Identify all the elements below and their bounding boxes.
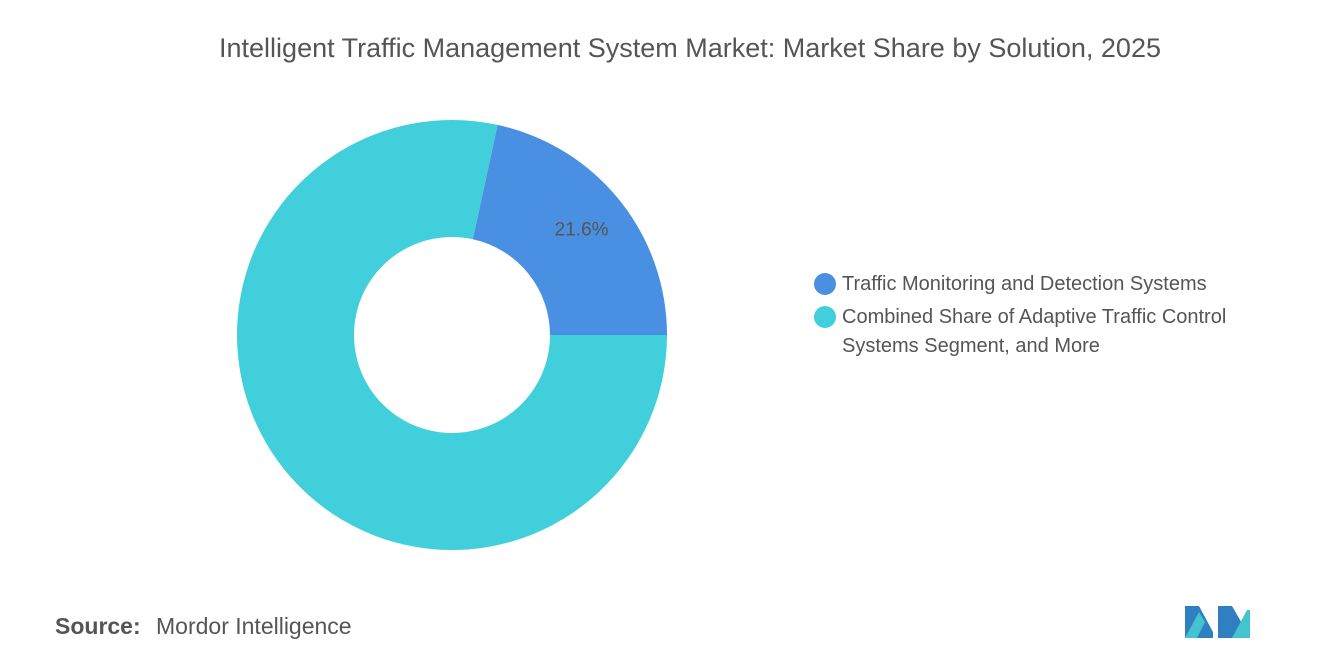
chart-title: Intelligent Traffic Management System Ma… xyxy=(219,33,1161,63)
source: Mordor Intelligence xyxy=(156,613,352,639)
legend-label: Traffic Monitoring and Detection Systems xyxy=(842,273,1207,295)
legend-item: Combined Share of Adaptive Traffic Contr… xyxy=(814,303,1254,361)
legend-marker xyxy=(814,306,836,328)
legend-marker xyxy=(814,273,836,295)
legend-item: Traffic Monitoring and Detection Systems xyxy=(814,270,1254,299)
donut-slice xyxy=(472,124,667,335)
donut-slice xyxy=(237,120,668,550)
source-label: Source: xyxy=(55,613,141,639)
legend-label: Combined Share of Adaptive Traffic Contr… xyxy=(842,306,1227,357)
data-label: 21.6% xyxy=(555,220,609,241)
logo xyxy=(1185,606,1250,638)
